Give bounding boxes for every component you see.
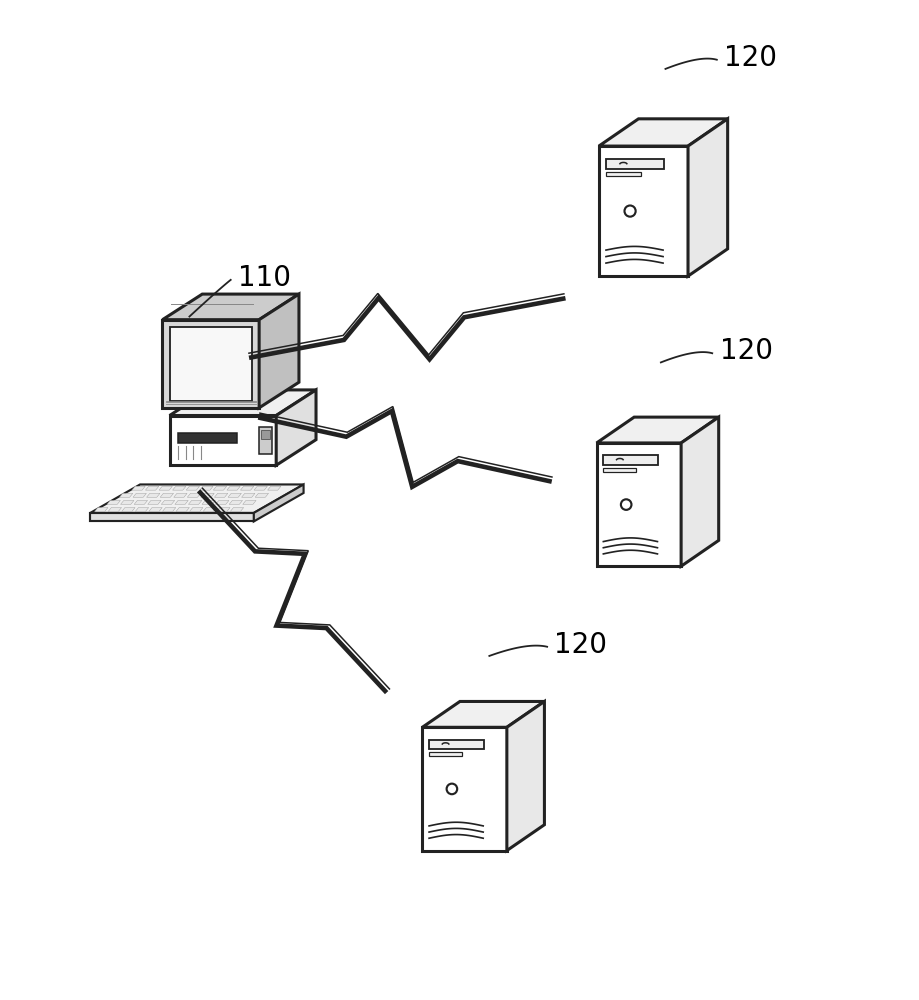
Polygon shape [133,493,146,497]
Circle shape [624,206,635,217]
Polygon shape [163,320,259,408]
Polygon shape [178,433,236,443]
Polygon shape [422,727,506,851]
Polygon shape [149,508,162,511]
Polygon shape [199,486,213,490]
Polygon shape [107,500,120,504]
Polygon shape [428,740,483,749]
Polygon shape [160,493,174,497]
Polygon shape [175,500,188,504]
Polygon shape [687,119,727,276]
Polygon shape [90,484,303,513]
Polygon shape [596,417,718,443]
Polygon shape [603,455,658,465]
Text: 120: 120 [723,44,777,72]
Polygon shape [254,484,303,521]
Polygon shape [422,701,544,727]
Polygon shape [259,294,299,408]
Polygon shape [428,752,461,756]
Text: 120: 120 [554,631,607,659]
Polygon shape [90,513,254,521]
Polygon shape [120,500,134,504]
Circle shape [620,499,630,510]
Polygon shape [119,493,132,497]
Polygon shape [161,500,175,504]
Polygon shape [596,443,680,566]
Polygon shape [169,327,252,401]
Polygon shape [187,493,200,497]
Polygon shape [163,294,299,320]
Polygon shape [176,508,189,511]
Polygon shape [606,172,640,176]
Polygon shape [606,159,664,169]
Polygon shape [186,486,199,490]
Polygon shape [243,500,255,504]
Polygon shape [174,493,187,497]
Polygon shape [145,486,159,490]
Polygon shape [229,500,243,504]
Polygon shape [213,486,226,490]
Text: 120: 120 [719,337,772,365]
Polygon shape [255,493,268,497]
Polygon shape [188,500,201,504]
Text: 110: 110 [238,264,290,292]
Polygon shape [228,493,241,497]
Circle shape [446,784,457,794]
Polygon shape [108,508,121,511]
Polygon shape [169,416,276,465]
Polygon shape [680,417,718,566]
Polygon shape [254,486,267,490]
Polygon shape [203,508,216,511]
Polygon shape [131,486,145,490]
Polygon shape [200,493,214,497]
Polygon shape [506,701,544,851]
Polygon shape [267,486,280,490]
Polygon shape [276,390,315,465]
Polygon shape [598,119,727,146]
Polygon shape [230,508,244,511]
Polygon shape [169,390,315,416]
Polygon shape [134,500,147,504]
Polygon shape [261,430,270,439]
Polygon shape [603,468,636,472]
Polygon shape [146,493,160,497]
Polygon shape [215,500,229,504]
Polygon shape [95,508,108,511]
Polygon shape [189,508,203,511]
Polygon shape [148,500,161,504]
Polygon shape [227,486,240,490]
Polygon shape [598,146,687,276]
Polygon shape [173,486,186,490]
Polygon shape [163,508,176,511]
Polygon shape [135,508,149,511]
Polygon shape [214,493,228,497]
Polygon shape [202,500,215,504]
Polygon shape [121,508,135,511]
Polygon shape [242,493,255,497]
Polygon shape [240,486,254,490]
Polygon shape [159,486,172,490]
Polygon shape [217,508,230,511]
Polygon shape [259,427,272,454]
